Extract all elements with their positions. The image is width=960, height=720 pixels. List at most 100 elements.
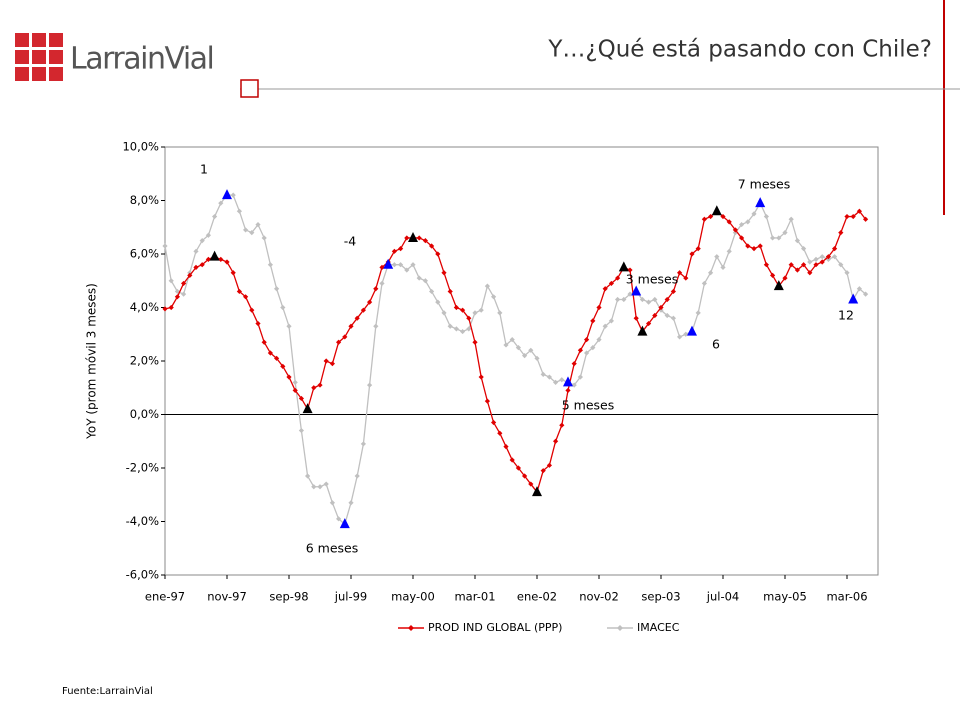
- data-point: [782, 230, 788, 236]
- legend-marker: [408, 625, 414, 631]
- data-point: [367, 382, 373, 388]
- data-point: [379, 280, 385, 287]
- x-tick-label: jul-04: [706, 590, 739, 604]
- data-point: [416, 235, 422, 241]
- data-point: [404, 235, 410, 241]
- turning-point: [631, 285, 642, 296]
- data-point: [515, 345, 521, 351]
- data-point: [571, 361, 577, 367]
- data-point: [522, 353, 528, 359]
- data-point: [534, 355, 540, 361]
- data-point: [646, 299, 652, 305]
- data-point: [249, 230, 255, 236]
- turning-point: [773, 280, 784, 291]
- data-point: [422, 238, 428, 244]
- annotation: 12: [838, 308, 854, 323]
- data-point: [292, 387, 298, 394]
- data-point: [342, 334, 348, 340]
- data-point: [776, 235, 782, 241]
- data-point: [695, 246, 701, 252]
- data-point: [168, 278, 174, 284]
- data-point: [280, 304, 286, 311]
- data-point: [701, 280, 707, 287]
- turning-point: [563, 376, 573, 387]
- data-point: [546, 462, 552, 468]
- logo-text: LarrainVial: [70, 42, 213, 77]
- x-tick-label: may-00: [391, 590, 435, 604]
- data-point: [708, 270, 714, 276]
- data-point: [391, 262, 397, 268]
- annotation: 1: [200, 162, 208, 177]
- turning-point: [222, 189, 232, 200]
- x-tick-label: ene-02: [517, 590, 557, 604]
- turning-point: [302, 403, 313, 414]
- data-point: [813, 256, 819, 262]
- data-point: [565, 387, 571, 394]
- data-point: [584, 350, 590, 356]
- data-point: [528, 481, 534, 487]
- data-point: [447, 288, 453, 295]
- data-point: [615, 296, 621, 303]
- data-point: [770, 235, 776, 241]
- data-point: [627, 267, 633, 273]
- data-point: [571, 382, 577, 388]
- data-point: [807, 270, 813, 276]
- data-point: [329, 361, 335, 367]
- data-point: [838, 230, 844, 236]
- data-point: [224, 259, 230, 265]
- data-point: [801, 262, 807, 268]
- data-point: [825, 256, 831, 262]
- turning-point: [755, 197, 766, 208]
- data-point: [596, 337, 602, 343]
- data-point: [615, 275, 621, 281]
- data-point: [763, 262, 769, 268]
- data-point: [757, 243, 763, 249]
- data-point: [255, 221, 261, 228]
- data-point: [429, 243, 435, 249]
- data-point: [596, 304, 602, 311]
- data-point: [199, 262, 205, 268]
- data-point: [298, 427, 304, 434]
- data-point: [732, 227, 738, 233]
- data-point: [398, 262, 404, 268]
- data-point: [863, 291, 869, 297]
- data-point: [181, 280, 187, 287]
- data-point: [664, 312, 670, 319]
- data-point: [218, 256, 224, 262]
- x-tick-label: mar-01: [454, 590, 495, 604]
- data-point: [782, 275, 788, 281]
- data-point: [714, 254, 720, 260]
- data-point: [199, 238, 205, 244]
- data-point: [373, 286, 379, 292]
- data-point: [863, 216, 869, 222]
- data-point: [435, 299, 441, 305]
- turning-point: [618, 261, 629, 272]
- data-point: [336, 516, 342, 522]
- data-point: [416, 275, 422, 281]
- y-tick-label: -6,0%: [126, 568, 159, 582]
- annotation: 5 meses: [562, 398, 615, 413]
- data-point: [553, 379, 559, 385]
- data-point: [236, 208, 242, 214]
- y-tick-label: 2,0%: [130, 354, 159, 368]
- data-point: [677, 270, 683, 276]
- data-point: [367, 299, 373, 305]
- plot-frame: [164, 146, 879, 576]
- data-point: [484, 283, 490, 289]
- data-point: [497, 430, 503, 436]
- data-point: [522, 473, 528, 479]
- data-point: [323, 481, 329, 487]
- data-point: [404, 267, 410, 273]
- data-point: [509, 457, 515, 463]
- x-tick-label: may-05: [763, 590, 807, 604]
- annotation: 7 meses: [738, 177, 791, 192]
- data-point: [491, 419, 497, 426]
- data-point: [298, 395, 304, 402]
- data-point: [218, 200, 224, 206]
- data-point: [639, 296, 645, 303]
- data-point: [329, 500, 335, 506]
- turning-point: [848, 293, 859, 304]
- data-point: [701, 216, 707, 222]
- data-point: [491, 294, 497, 300]
- y-tick-label: 10,0%: [122, 140, 159, 154]
